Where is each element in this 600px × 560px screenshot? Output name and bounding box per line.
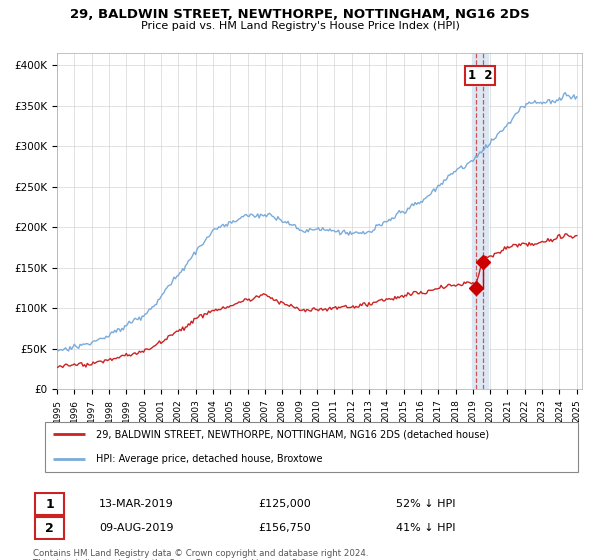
Text: 29, BALDWIN STREET, NEWTHORPE, NOTTINGHAM, NG16 2DS: 29, BALDWIN STREET, NEWTHORPE, NOTTINGHA… bbox=[70, 8, 530, 21]
Text: 41% ↓ HPI: 41% ↓ HPI bbox=[396, 523, 455, 533]
Text: 2: 2 bbox=[45, 521, 54, 535]
Text: Contains HM Land Registry data © Crown copyright and database right 2024.
This d: Contains HM Land Registry data © Crown c… bbox=[33, 549, 368, 560]
FancyBboxPatch shape bbox=[45, 422, 578, 472]
Text: 1  2: 1 2 bbox=[467, 69, 492, 82]
Text: Price paid vs. HM Land Registry's House Price Index (HPI): Price paid vs. HM Land Registry's House … bbox=[140, 21, 460, 31]
FancyBboxPatch shape bbox=[35, 517, 64, 539]
Text: 1: 1 bbox=[45, 497, 54, 511]
Text: HPI: Average price, detached house, Broxtowe: HPI: Average price, detached house, Brox… bbox=[96, 454, 323, 464]
FancyBboxPatch shape bbox=[35, 493, 64, 515]
Text: 09-AUG-2019: 09-AUG-2019 bbox=[99, 523, 173, 533]
Text: 13-MAR-2019: 13-MAR-2019 bbox=[99, 499, 174, 509]
Text: 52% ↓ HPI: 52% ↓ HPI bbox=[396, 499, 455, 509]
Text: £156,750: £156,750 bbox=[258, 523, 311, 533]
Text: 29, BALDWIN STREET, NEWTHORPE, NOTTINGHAM, NG16 2DS (detached house): 29, BALDWIN STREET, NEWTHORPE, NOTTINGHA… bbox=[96, 430, 489, 440]
Text: £125,000: £125,000 bbox=[258, 499, 311, 509]
Bar bbox=[472, 53, 488, 389]
